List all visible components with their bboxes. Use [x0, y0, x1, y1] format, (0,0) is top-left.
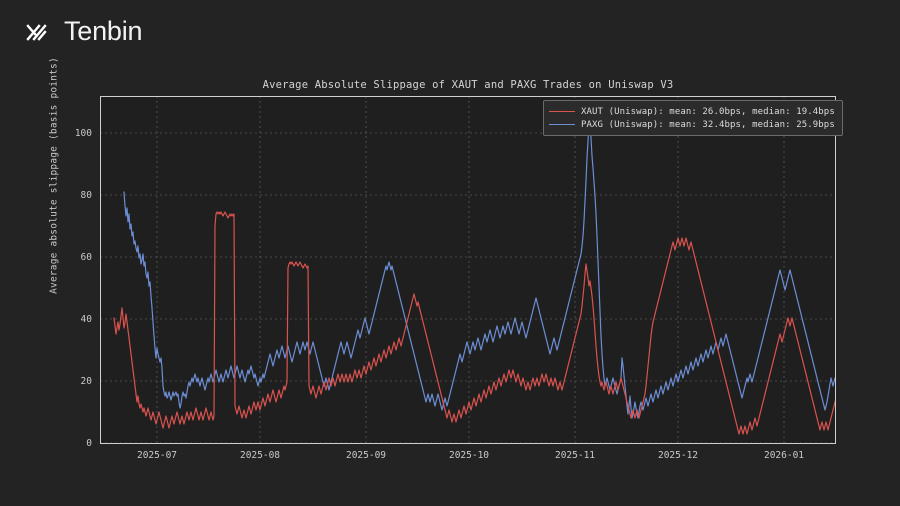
x-tick-label: 2025-07	[136, 450, 178, 461]
y-axis-label: Average absolute slippage (basis points)	[48, 57, 60, 294]
x-tick-label: 2025-12	[657, 450, 699, 461]
legend-label-paxg: PAXG (Uniswap): mean: 32.4bps, median: 2…	[581, 119, 835, 130]
legend-swatch-xaut	[549, 111, 575, 112]
y-tick-label: 20	[80, 376, 92, 387]
x-tick-label: 2025-10	[448, 450, 490, 461]
plot-background	[100, 96, 836, 444]
y-tick-label: 100	[74, 128, 92, 139]
plot-svg	[100, 96, 836, 444]
y-tick-label: 0	[86, 438, 92, 449]
plot-area	[100, 96, 836, 444]
x-tick-label: 2025-08	[239, 450, 281, 461]
legend-item-paxg: PAXG (Uniswap): mean: 32.4bps, median: 2…	[549, 118, 835, 131]
x-tick-label: 2026-01	[763, 450, 805, 461]
plot-frame	[100, 96, 836, 444]
legend-swatch-paxg	[549, 124, 575, 125]
chart-title: Average Absolute Slippage of XAUT and PA…	[262, 79, 674, 91]
legend-item-xaut: XAUT (Uniswap): mean: 26.0bps, median: 1…	[549, 105, 835, 118]
y-tick-label: 80	[80, 190, 92, 201]
y-tick-label: 60	[80, 252, 92, 263]
grid-vertical	[156, 96, 785, 444]
x-tick-label: 2025-11	[554, 450, 596, 461]
x-tick-label: 2025-09	[345, 450, 387, 461]
series-line-xaut	[113, 211, 836, 435]
legend-label-xaut: XAUT (Uniswap): mean: 26.0bps, median: 1…	[581, 106, 835, 117]
tenbin-x-logo-icon	[26, 23, 47, 41]
y-tick-label: 40	[80, 314, 92, 325]
brand-logo: Tenbin	[26, 16, 143, 46]
chart-legend: XAUT (Uniswap): mean: 26.0bps, median: 1…	[543, 100, 843, 136]
brand-name: Tenbin	[64, 16, 143, 46]
